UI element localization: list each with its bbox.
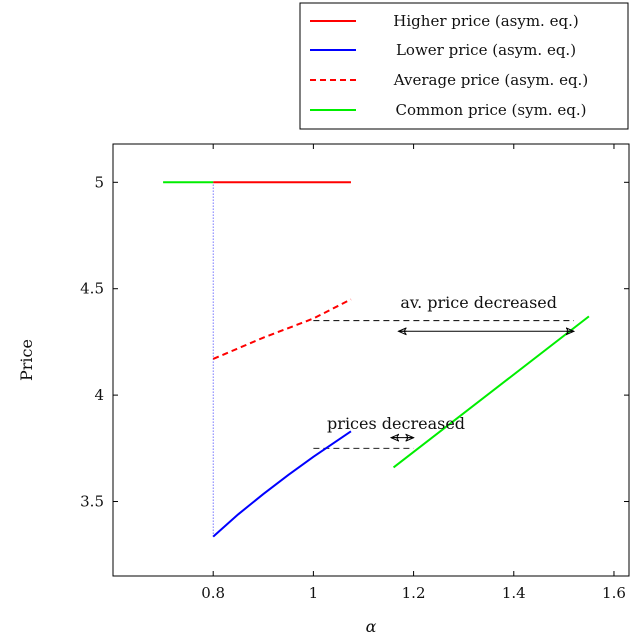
x-axis-label: α bbox=[366, 617, 377, 636]
x-tick-label: 1 bbox=[309, 584, 319, 602]
y-tick-label: 3.5 bbox=[80, 493, 104, 511]
annotation-avg-price-decreased: av. price decreased bbox=[400, 293, 557, 312]
legend: Higher price (asym. eq.) Lower price (as… bbox=[299, 2, 629, 130]
legend-label-higher-price: Higher price (asym. eq.) bbox=[393, 12, 578, 30]
annotation-prices-decreased: prices decreased bbox=[327, 414, 465, 433]
y-tick-label: 4 bbox=[94, 386, 104, 404]
series-line-common-price-sym-eq-2 bbox=[392, 315, 590, 469]
x-tick-label: 1.6 bbox=[602, 584, 626, 602]
axis-ticks: 0.8 1 1.2 1.4 1.6 3.5 4 4.5 5 bbox=[80, 144, 629, 602]
x-tick-label: 1.2 bbox=[402, 584, 426, 602]
legend-label-common-price: Common price (sym. eq.) bbox=[396, 101, 587, 119]
legend-label-average-price: Average price (asym. eq.) bbox=[393, 71, 588, 89]
legend-label-lower-price: Lower price (asym. eq.) bbox=[396, 41, 576, 59]
plot-frame bbox=[112, 143, 630, 577]
legend-box bbox=[299, 2, 629, 130]
x-tick-label: 0.8 bbox=[201, 584, 225, 602]
y-tick-label: 4.5 bbox=[80, 280, 104, 298]
x-tick-label: 1.4 bbox=[502, 584, 526, 602]
plot-marks bbox=[163, 181, 590, 538]
y-axis-label: Price bbox=[17, 339, 36, 381]
y-tick-label: 5 bbox=[94, 173, 104, 191]
series-line-lower-price-asym-eq bbox=[212, 430, 352, 538]
series-line-average-price-asym-eq bbox=[212, 298, 352, 360]
